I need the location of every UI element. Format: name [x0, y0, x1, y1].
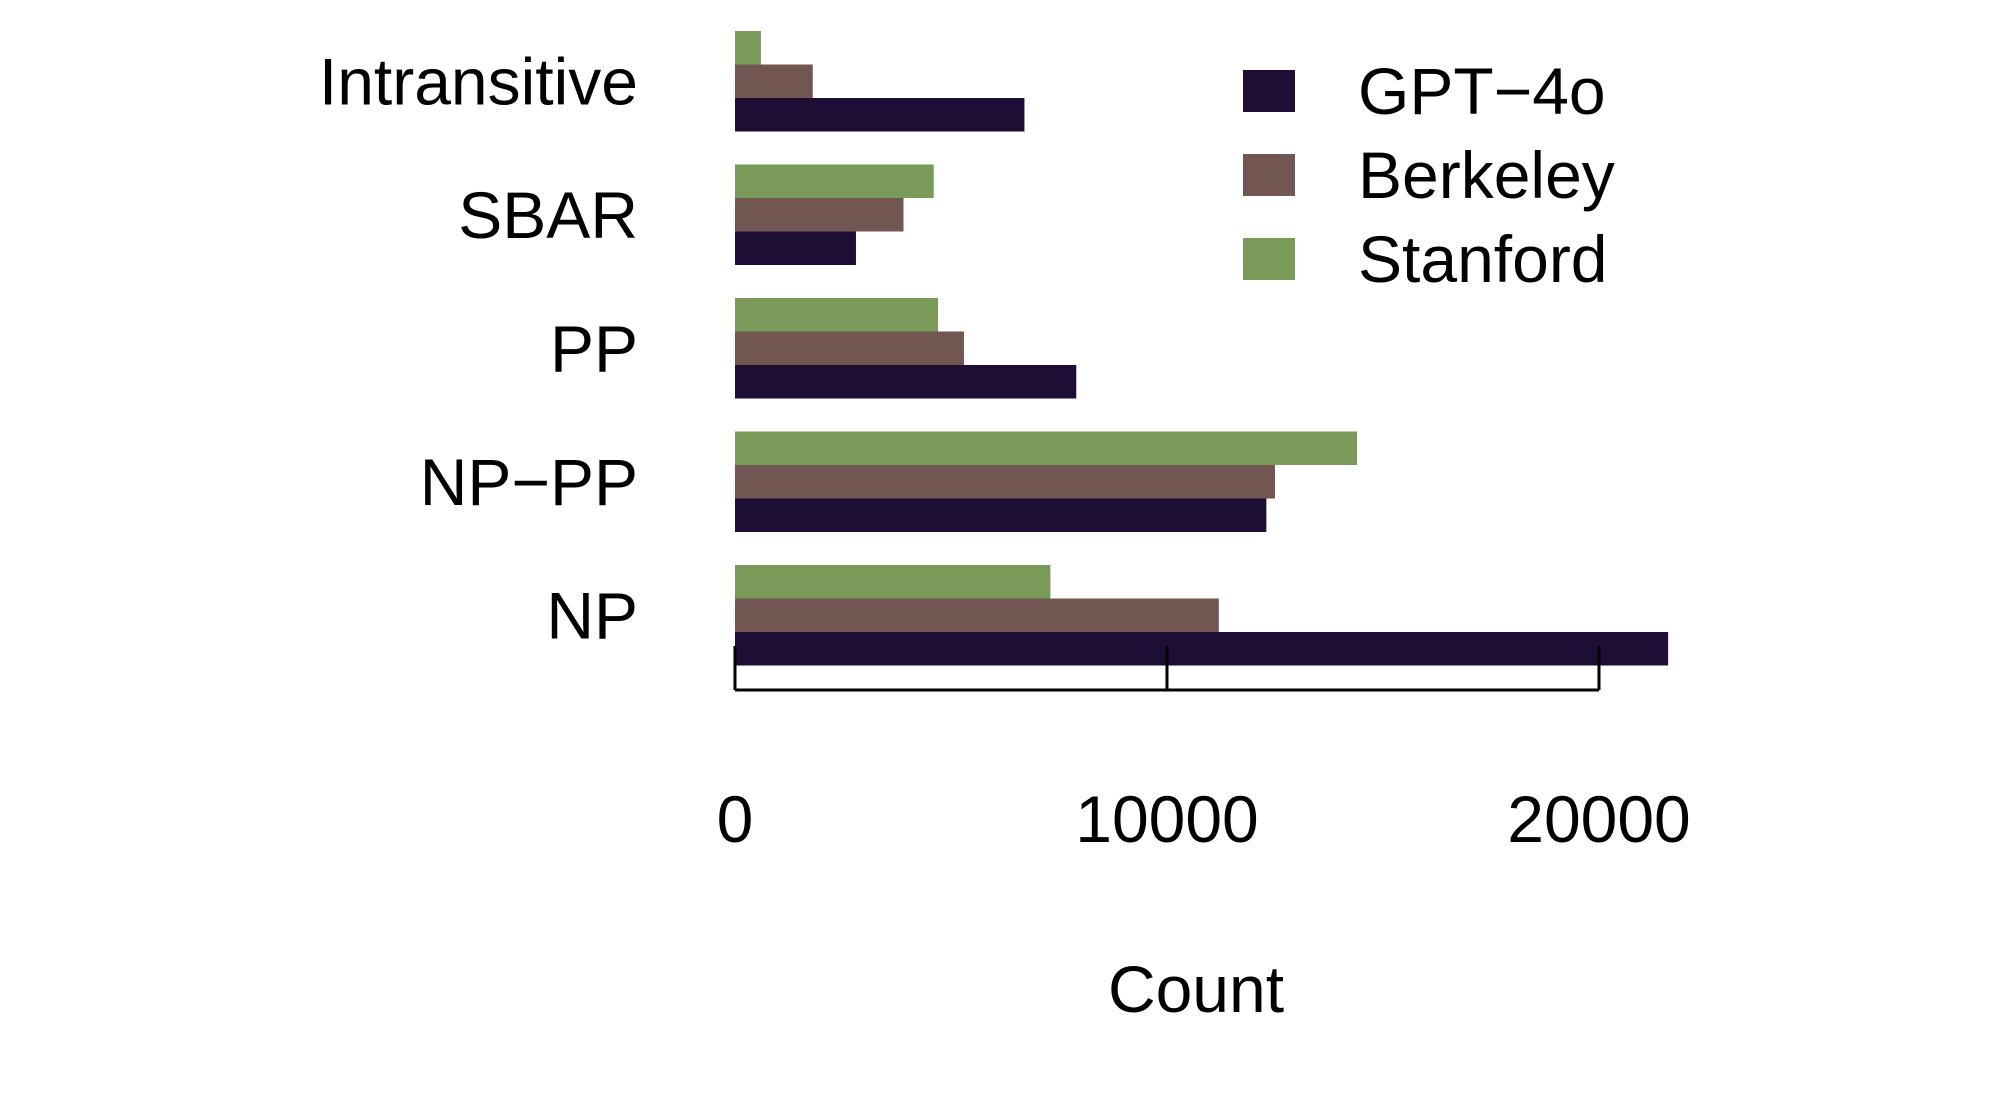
bar-berkeley-intransitive [735, 64, 813, 98]
legend-label: Berkeley [1358, 138, 1615, 212]
legend-swatch [1243, 70, 1295, 112]
bar-gpt-4o-np-pp [735, 498, 1267, 532]
bar-gpt-4o-sbar [735, 231, 856, 265]
bar-gpt-4o-pp [735, 365, 1077, 399]
x-axis-title: Count [1108, 952, 1284, 1026]
bar-stanford-sbar [735, 164, 934, 198]
bar-stanford-np-pp [735, 431, 1358, 465]
bar-stanford-intransitive [735, 31, 761, 65]
bar-berkeley-pp [735, 331, 964, 365]
legend-swatch [1243, 238, 1295, 280]
x-axis: 0 10000 20000 [717, 646, 1691, 856]
x-tick-label: 0 [717, 782, 754, 856]
legend-label: Stanford [1358, 222, 1608, 296]
bar-berkeley-np [735, 598, 1219, 632]
bar-berkeley-sbar [735, 198, 904, 232]
legend-label: GPT−4o [1358, 54, 1606, 128]
bar-gpt-4o-intransitive [735, 98, 1025, 132]
category-labels: Intransitive SBAR PP NP−PP NP [319, 44, 638, 652]
x-tick-label: 20000 [1507, 782, 1691, 856]
bar-gpt-4o-np [735, 632, 1669, 666]
bar-stanford-np [735, 565, 1051, 599]
category-label: NP−PP [420, 445, 638, 519]
category-label: SBAR [458, 178, 638, 252]
legend-swatch [1243, 154, 1295, 196]
category-label: NP [546, 578, 638, 652]
bars-group [735, 31, 1669, 666]
category-label: PP [550, 311, 638, 385]
bar-stanford-pp [735, 298, 939, 332]
x-tick-label: 10000 [1075, 782, 1259, 856]
category-label: Intransitive [319, 44, 638, 118]
legend: GPT−4o Berkeley Stanford [1243, 54, 1615, 296]
bar-berkeley-np-pp [735, 465, 1275, 499]
